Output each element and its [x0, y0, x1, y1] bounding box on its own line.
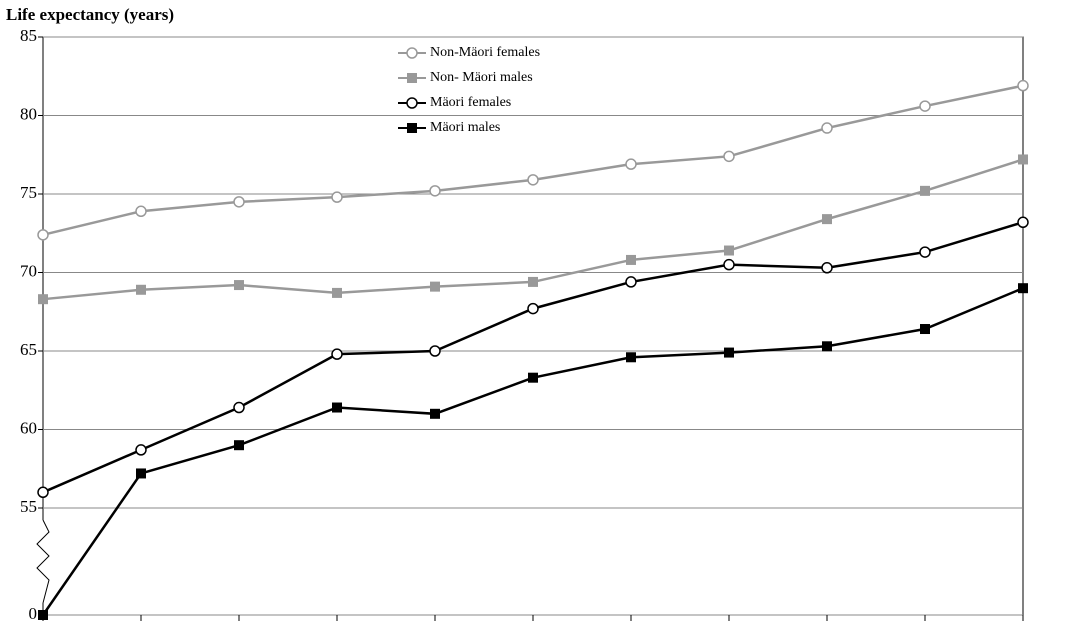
data-point: [331, 191, 343, 203]
data-point: [626, 352, 636, 363]
x-tick-label: 1970–72: [405, 626, 465, 628]
data-point: [135, 205, 147, 218]
x-tick-label: 2000–02: [993, 626, 1053, 628]
x-tick-label: 1955–57: [111, 626, 171, 628]
x-tick-label: 1960–62: [209, 626, 269, 628]
x-tick-label: 1975–77: [503, 626, 563, 628]
data-point: [135, 444, 147, 456]
data-point: [430, 281, 440, 292]
data-point: [37, 486, 49, 499]
data-point: [1017, 216, 1029, 229]
x-tick-label: 1980–82: [601, 626, 661, 628]
series-line: [42, 84, 1024, 237]
series-line: [41, 287, 1024, 616]
y-tick-label: 75: [20, 183, 37, 202]
data-point: [430, 408, 440, 419]
data-point: [332, 287, 342, 298]
data-point: [626, 254, 636, 265]
data-point: [38, 294, 48, 305]
legend-marker: [406, 97, 418, 109]
data-point: [822, 341, 832, 352]
data-point: [821, 122, 833, 134]
y-tick-label: 65: [20, 340, 37, 359]
data-point: [233, 401, 245, 414]
data-point: [331, 348, 343, 360]
x-tick-label: 1965–67: [307, 626, 367, 628]
x-tick-label: 1990–92: [797, 626, 857, 628]
legend-marker: [407, 123, 417, 133]
legend-label: Mäori females: [430, 95, 511, 110]
legend-marker: [406, 47, 418, 59]
data-point: [1018, 154, 1028, 165]
data-point: [332, 402, 342, 413]
data-point: [233, 196, 245, 208]
y-tick-label: 70: [20, 261, 37, 280]
y-tick-label: 0: [29, 604, 38, 623]
data-point: [136, 468, 146, 479]
data-point: [37, 229, 49, 241]
y-tick-label: 85: [20, 26, 37, 45]
data-point: [919, 100, 931, 112]
legend-marker: [407, 73, 417, 83]
legend-label: Non- Mäori males: [430, 70, 533, 85]
data-point: [821, 262, 833, 274]
data-point: [625, 158, 637, 170]
y-tick-label: 80: [20, 104, 37, 123]
data-point: [234, 440, 244, 451]
data-point: [1018, 283, 1028, 294]
data-point: [429, 345, 441, 357]
data-point: [724, 245, 734, 256]
data-point: [920, 324, 930, 335]
data-point: [723, 258, 735, 271]
series-line: [42, 221, 1024, 494]
data-point: [528, 372, 538, 383]
legend-label: Mäori males: [430, 120, 500, 135]
plot-frame: [42, 36, 1024, 616]
data-point: [429, 185, 441, 197]
x-tick-label: 1985–87: [699, 626, 759, 628]
data-point: [234, 280, 244, 291]
legend-label: Non-Mäori females: [430, 45, 540, 60]
data-point: [527, 302, 539, 315]
y-tick-label: 60: [20, 418, 37, 437]
data-point: [1017, 79, 1029, 92]
chart-title: Life expectancy (years): [6, 5, 174, 24]
data-point: [625, 276, 637, 288]
x-tick-label: 1950–52: [13, 626, 73, 628]
axis-break: [36, 519, 50, 604]
y-tick-label: 55: [20, 497, 37, 516]
data-point: [724, 347, 734, 358]
data-point: [723, 150, 735, 163]
data-point: [38, 610, 48, 620]
data-point: [920, 185, 930, 196]
data-point: [136, 284, 146, 295]
x-tick-label: 1995–97: [895, 626, 955, 628]
data-point: [919, 246, 931, 258]
data-point: [527, 174, 539, 186]
data-point: [822, 214, 832, 225]
data-point: [528, 276, 538, 287]
